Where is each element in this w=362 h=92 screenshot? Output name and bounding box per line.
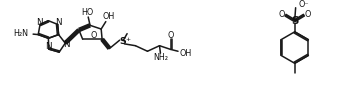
Text: N: N [55,18,62,27]
Text: N: N [46,42,52,51]
Text: O⁻: O⁻ [298,0,309,9]
Text: O: O [278,10,285,19]
Text: HO: HO [81,8,93,17]
Text: N: N [63,40,70,49]
Text: O: O [304,10,311,19]
Text: O: O [168,31,174,40]
Text: S: S [119,38,126,46]
Text: OH: OH [179,49,191,58]
Text: OH: OH [102,13,115,22]
Text: NH₂: NH₂ [153,53,168,62]
Text: O: O [90,31,97,40]
Text: S: S [291,16,298,26]
Text: +: + [126,37,131,42]
Text: N: N [36,18,42,27]
Text: H₂N: H₂N [13,29,28,38]
